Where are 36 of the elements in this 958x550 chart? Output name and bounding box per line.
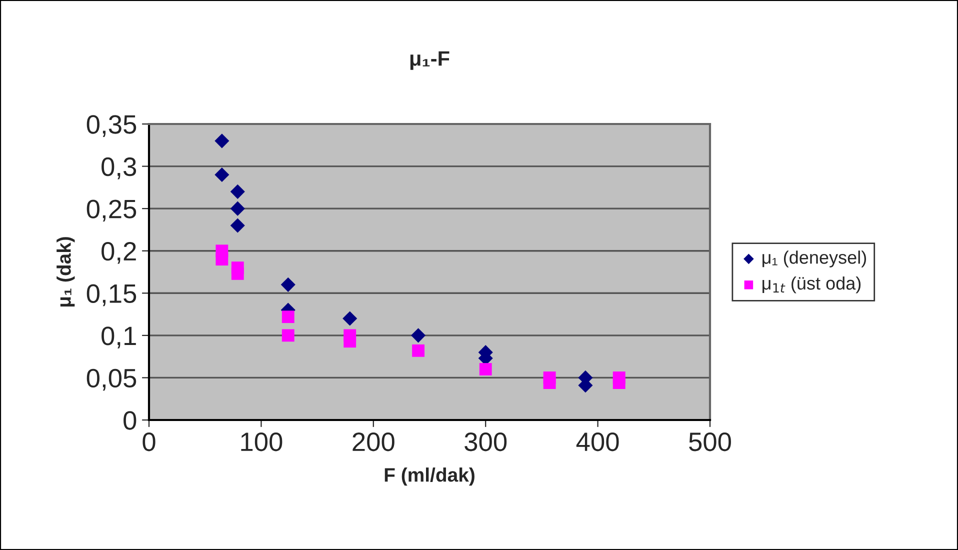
x-tick-label: 100	[241, 432, 282, 452]
chart-title: μ₁-F	[410, 51, 450, 70]
point	[410, 328, 426, 343]
y-tick-label: 0,15	[86, 284, 136, 306]
point	[230, 218, 245, 233]
y-tick-label: 0,25	[86, 200, 136, 222]
y-tick-label: 0	[124, 411, 136, 430]
point	[412, 344, 424, 357]
legend-label: μ$_{1t}$ (üst oda)	[762, 276, 861, 294]
x-tick-label: 500	[689, 432, 731, 452]
legend-label: μ₁ (deneysel)	[762, 250, 866, 268]
y-tick-label: 0,2	[102, 242, 136, 264]
point	[282, 310, 294, 324]
point	[612, 376, 626, 389]
x-tick-label: 400	[576, 432, 619, 452]
x-axis-title: F (ml/dak)	[384, 468, 474, 486]
point	[282, 329, 294, 342]
point	[280, 277, 296, 292]
x-tick-label: 200	[352, 432, 394, 452]
point	[479, 363, 492, 376]
x-tick-label: 300	[464, 432, 507, 452]
point	[344, 335, 356, 348]
y-tick-label: 0,05	[86, 368, 136, 391]
point	[342, 311, 358, 326]
x-tick-label: 0	[142, 432, 156, 452]
point	[216, 253, 228, 266]
point	[543, 376, 556, 389]
y-axis-title: μ₁ (dak)	[56, 237, 75, 307]
point	[214, 134, 230, 148]
point	[214, 167, 230, 182]
y-tick-label: 0,1	[102, 326, 136, 348]
point	[230, 201, 245, 216]
y-tick-label: 0,3	[102, 157, 136, 180]
point	[231, 267, 244, 280]
y-tick-label: 0,35	[86, 115, 136, 137]
point	[230, 184, 245, 199]
